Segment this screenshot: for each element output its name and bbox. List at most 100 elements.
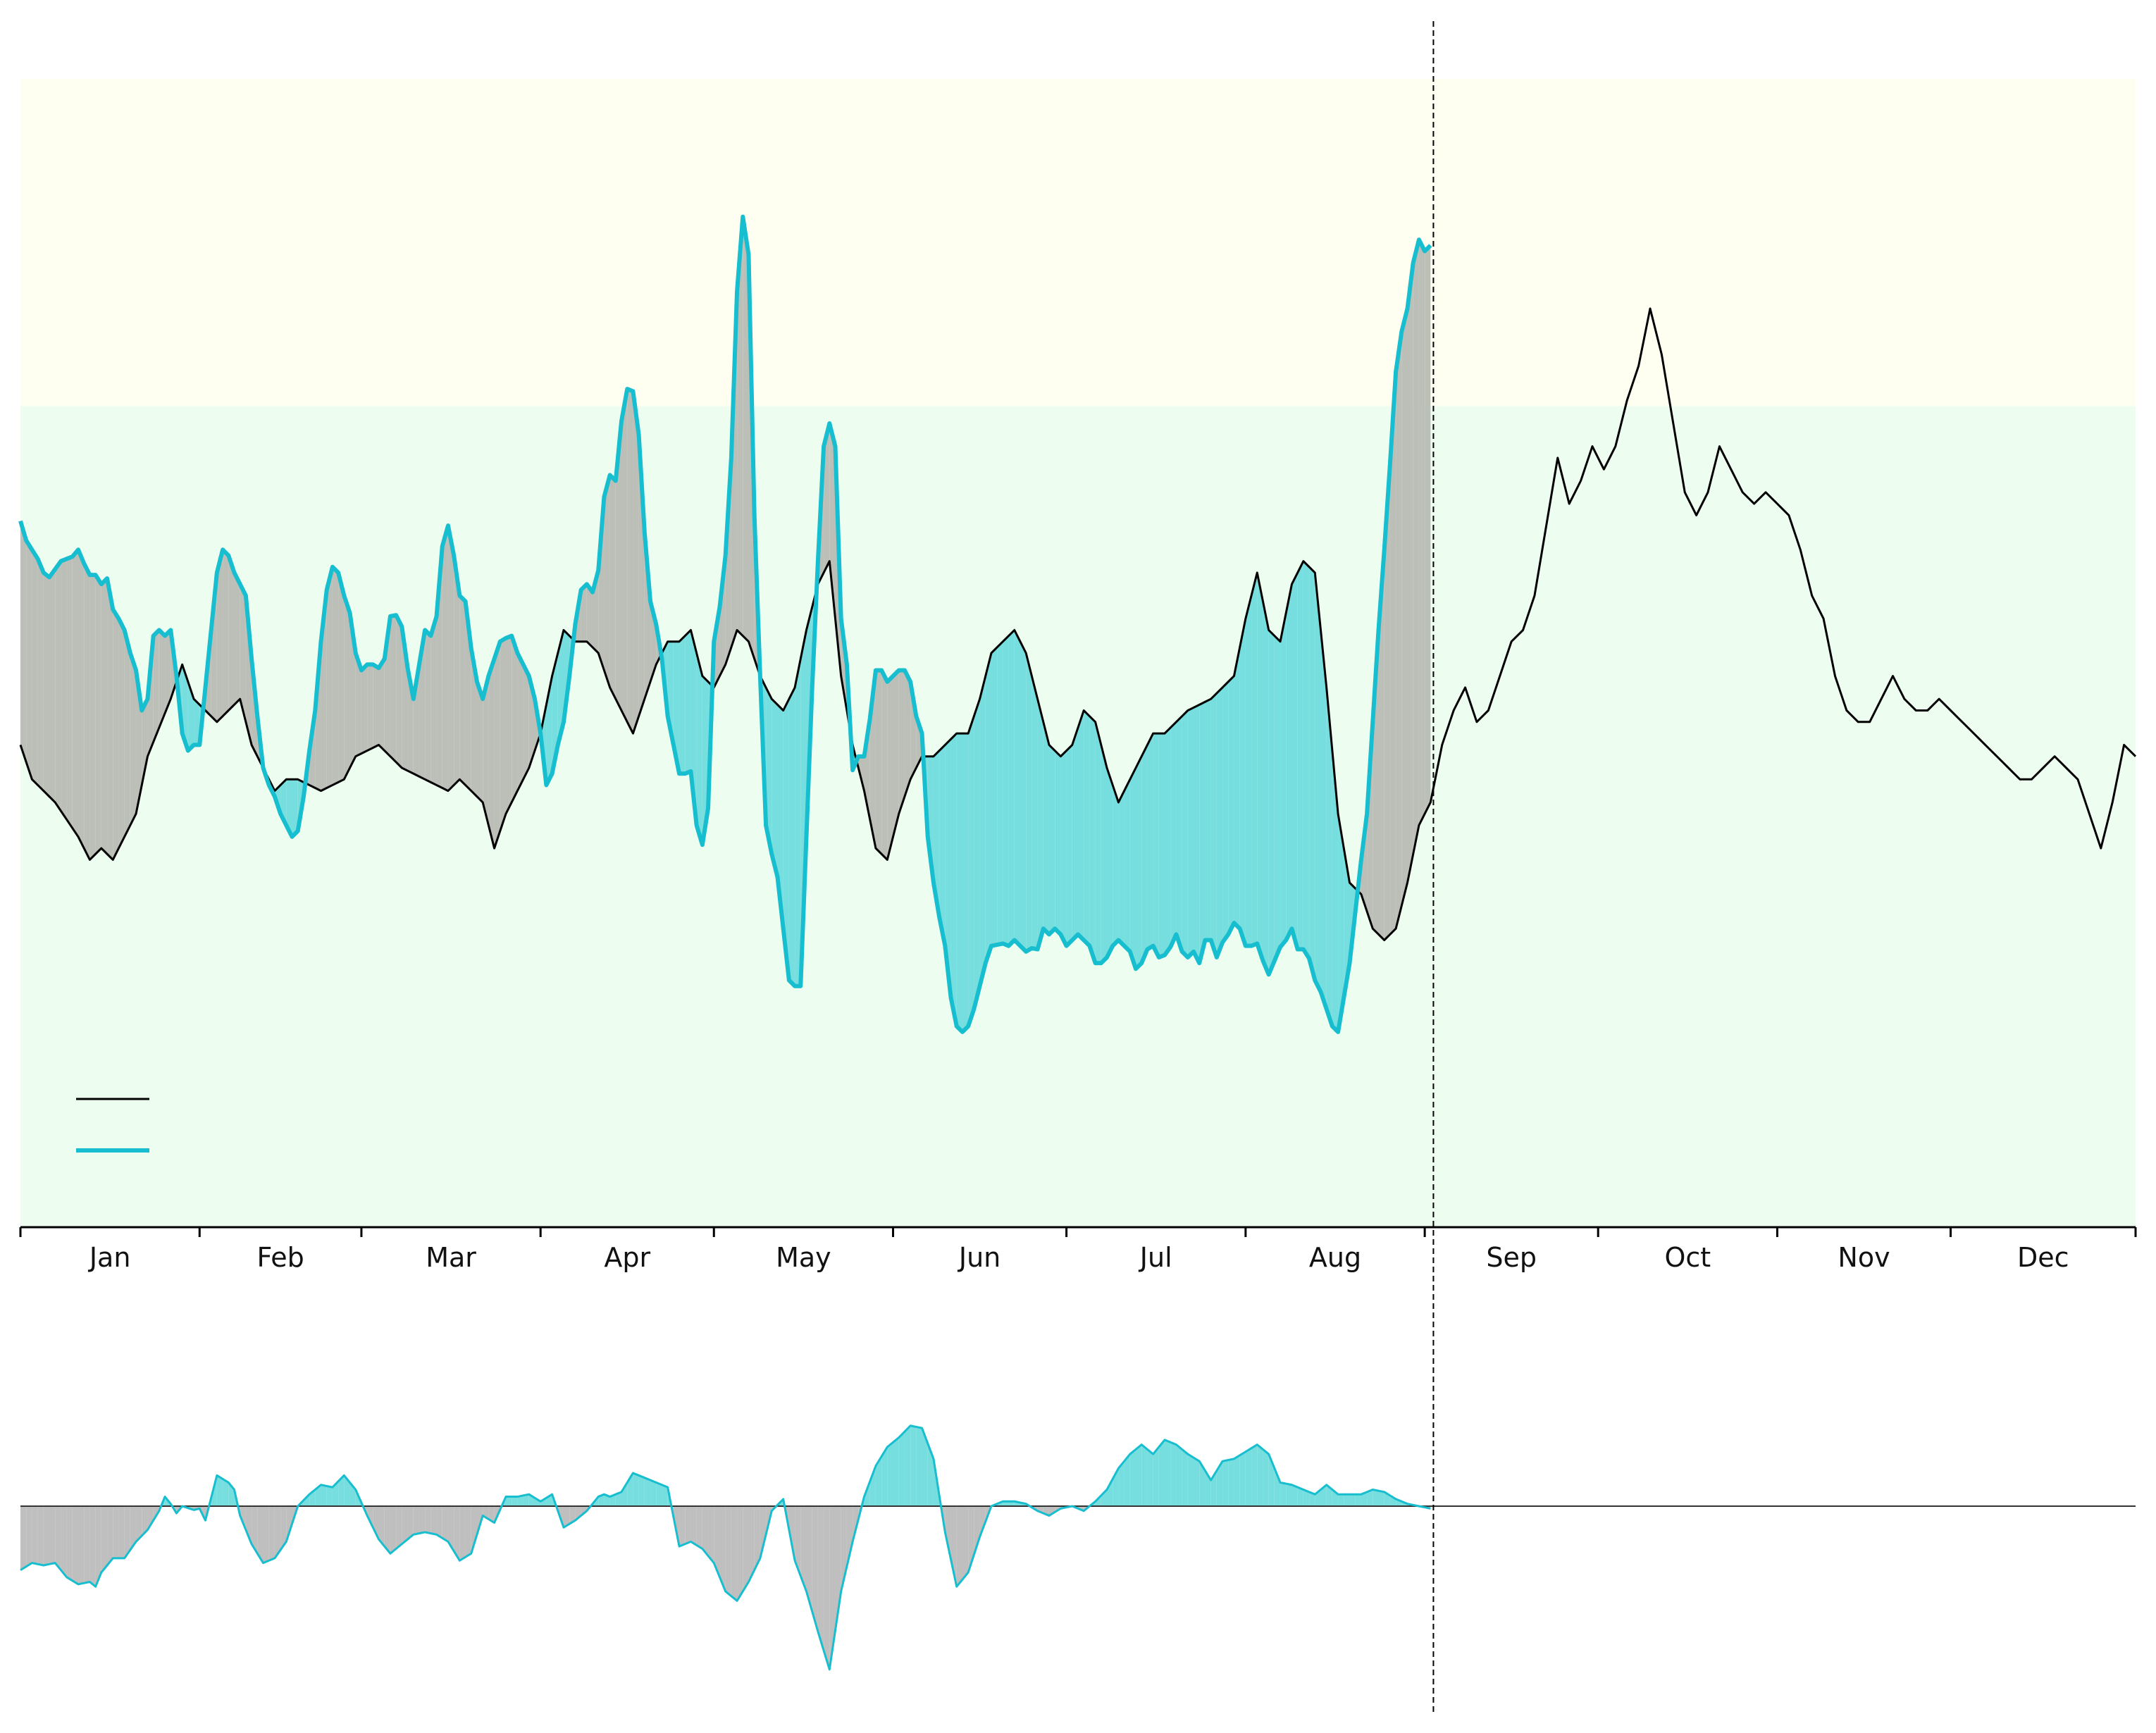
diff-fill-segment [1286,584,1292,940]
lower-fill-segment [1378,1491,1384,1506]
diff-fill-segment [1274,635,1281,961]
diff-fill-segment [332,566,339,785]
lower-fill-segment [72,1506,79,1584]
lower-fill-segment [1187,1454,1194,1506]
lower-fill-segment [950,1506,957,1587]
diff-fill-segment [216,549,223,722]
diff-fill-segment [1239,619,1246,946]
diff-fill-segment [997,641,1003,945]
diff-fill-segment [1129,768,1136,969]
lower-fill-segment [216,1475,223,1506]
lower-fill-segment [1153,1447,1159,1506]
diff-fill-segment [1280,612,1287,948]
lower-fill-segment [1008,1501,1015,1506]
diff-fill-segment [1101,745,1108,964]
lower-fill-segment [55,1506,61,1570]
lower-fill-segment [454,1506,460,1561]
lower-fill-segment [1349,1494,1356,1506]
diff-fill-segment [1315,572,1321,992]
diff-fill-segment [1078,710,1084,940]
diff-fill-segment [1084,710,1090,946]
lower-fill-segment [1338,1494,1344,1506]
diff-fill-segment [1187,707,1194,957]
diff-fill-segment [425,630,431,783]
lower-fill-segment [633,1472,639,1506]
lower-fill-segment [321,1484,327,1506]
diff-fill-segment [1147,733,1153,950]
diff-fill-segment [737,216,743,636]
lower-fill-segment [974,1506,980,1555]
diff-fill-segment [685,630,691,774]
lower-fill-segment [124,1506,130,1558]
x-tick-label: Dec [2017,1242,2069,1273]
lower-fill-segment [685,1506,691,1544]
diff-fill-segment [72,549,79,837]
diff-fill-segment [824,423,830,573]
band-1 [20,79,2136,406]
diff-fill-segment [788,687,795,986]
diff-fill-segment [130,653,137,826]
lower-fill-segment [962,1506,969,1580]
diff-fill-segment [1043,721,1049,935]
diff-fill-segment [1199,702,1206,964]
lower-fill-segment [49,1506,56,1565]
diff-fill-segment [43,572,50,797]
lower-fill-segment [824,1506,830,1670]
lower-fill-segment [488,1506,495,1523]
diff-fill-segment [1234,647,1240,929]
lower-fill-segment [731,1506,738,1601]
diff-fill-segment [26,540,32,780]
diff-fill-segment [344,595,350,780]
diff-fill-segment [673,641,680,774]
lower-fill-segment [66,1506,73,1581]
diff-fill-segment [1153,733,1159,957]
diff-fill-segment [1251,572,1258,946]
lower-fill-segment [1367,1489,1373,1506]
diff-fill-segment [194,699,200,745]
diff-fill-segment [1107,768,1113,957]
diff-fill-segment [1170,721,1177,948]
diff-fill-segment [1425,245,1431,814]
lower-fill-segment [459,1506,466,1561]
lower-fill-segment [407,1506,414,1540]
diff-fill-segment [1176,716,1182,952]
diff-fill-segment [1389,371,1396,935]
lower-fill-segment [373,1506,379,1540]
diff-fill-segment [904,670,911,797]
lower-fill-segment [604,1494,610,1506]
lower-fill-segment [447,1506,454,1551]
diff-fill-segment [1136,756,1142,969]
diff-fill-segment [945,739,951,998]
lower-fill-segment [338,1475,345,1506]
diff-fill-segment [107,578,113,860]
diff-fill-segment [979,676,986,986]
lower-fill-segment [1361,1491,1368,1506]
diff-fill-segment [1072,727,1078,940]
diff-fill-segment [1014,630,1020,946]
diff-fill-segment [1026,653,1032,952]
diff-fill-segment [1303,561,1310,959]
diff-fill-segment [512,635,518,802]
lower-fill-segment [252,1506,258,1554]
lower-fill-segment [1228,1458,1234,1506]
diff-fill-segment [1210,693,1217,957]
diff-fill-segment [985,653,991,964]
diff-fill-segment [968,716,974,1026]
lower-fill-segment [413,1506,419,1535]
lower-fill-segment [760,1506,767,1558]
diff-fill-segment [355,653,361,757]
lower-fill-segment [893,1437,899,1506]
lower-fill-segment [1245,1448,1252,1506]
diff-fill-segment [1384,464,1390,940]
lower-fill-segment [817,1506,824,1651]
diff-fill-segment [1378,549,1384,940]
lower-fill-segment [1297,1487,1303,1506]
diff-fill-segment [1060,750,1067,946]
x-tick-label: Sep [1486,1242,1537,1273]
lower-fill-segment [615,1491,622,1506]
diff-fill-segment [78,549,85,849]
diff-fill-segment [1413,240,1419,855]
diff-fill-segment [153,630,159,743]
diff-fill-segment [1031,676,1038,950]
